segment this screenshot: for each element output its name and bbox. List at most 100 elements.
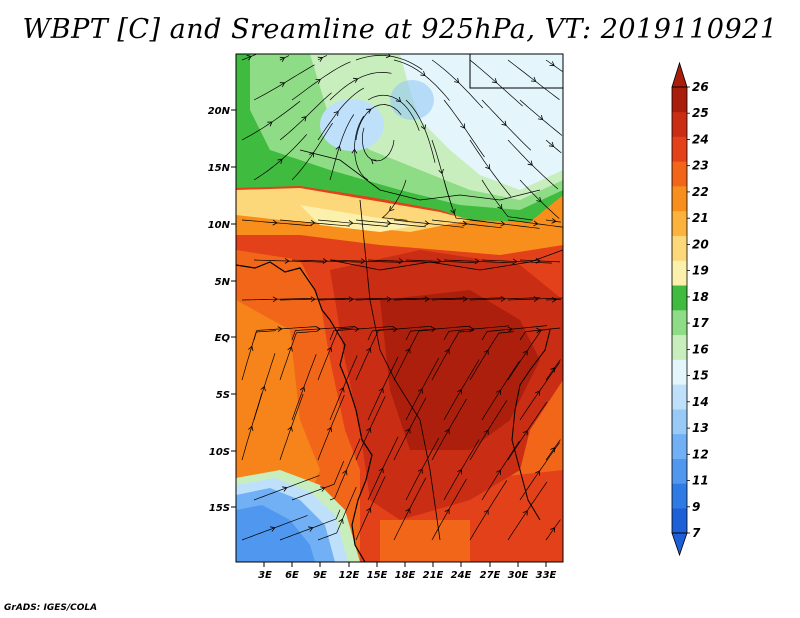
streamline-arrow bbox=[317, 56, 324, 62]
colorbar-bottom-arrow bbox=[671, 532, 688, 557]
streamline-arrow bbox=[496, 469, 501, 475]
lon-label-15e: 15E bbox=[367, 570, 388, 581]
colorbar-swatch bbox=[672, 210, 687, 236]
colorbar-label: 14 bbox=[692, 395, 709, 409]
colorbar-swatch bbox=[672, 334, 687, 360]
colorbar-label: 21 bbox=[692, 211, 709, 225]
streamline-arrow bbox=[342, 469, 348, 476]
colorbar-label: 11 bbox=[692, 474, 709, 488]
colorbar-label: 20 bbox=[692, 237, 709, 251]
streamline-arrow bbox=[424, 296, 430, 302]
streamline-arrow bbox=[267, 121, 273, 127]
colorbar-label: 18 bbox=[692, 290, 709, 304]
streamline-arrow bbox=[512, 258, 518, 265]
colorbar-swatch bbox=[672, 136, 687, 162]
streamline-arrow bbox=[522, 430, 528, 436]
streamline-arrow bbox=[535, 257, 541, 264]
streamline-arrow bbox=[450, 208, 456, 215]
colorbar-swatch bbox=[672, 87, 687, 113]
streamline-arrow bbox=[348, 296, 354, 303]
streamline-arrow bbox=[550, 367, 556, 373]
streamline-arrow bbox=[333, 110, 339, 117]
streamline-arrow bbox=[420, 70, 426, 77]
streamline-arrow bbox=[548, 141, 555, 147]
streamline-arrow bbox=[351, 148, 358, 154]
streamline-arrow bbox=[462, 220, 468, 227]
streamline-arrow bbox=[299, 386, 306, 392]
colorbar-swatch bbox=[672, 483, 687, 509]
streamline-arrow bbox=[386, 220, 392, 226]
streamline-arrow bbox=[549, 61, 555, 67]
colorbar-swatch bbox=[672, 409, 687, 435]
field-blue-patch-lake bbox=[390, 80, 434, 120]
border-central bbox=[359, 199, 441, 541]
colorbar-top-arrow bbox=[671, 61, 688, 88]
streamline-arrow bbox=[326, 426, 333, 433]
streamline-arrow bbox=[491, 78, 498, 84]
streamline-layer bbox=[241, 54, 563, 541]
streamline-arrow bbox=[277, 326, 283, 332]
field-orange-light-west bbox=[236, 300, 320, 520]
streamline-arrow bbox=[483, 349, 489, 355]
streamline-arrow bbox=[485, 164, 491, 170]
streamline-arrow bbox=[436, 258, 442, 265]
plot-frame bbox=[235, 53, 564, 563]
streamline-arrow bbox=[550, 527, 556, 533]
streamline-arrow bbox=[500, 220, 506, 227]
colorbar: 7 9 11 12 13 14 15 16 17 18 19 20 21 22 23 24 25 26 bbox=[671, 61, 709, 557]
streamline-arrow bbox=[322, 258, 328, 264]
colorbar-label: 22 bbox=[692, 185, 709, 199]
streamline-arrow bbox=[282, 486, 288, 492]
streamline-arrow bbox=[483, 429, 489, 435]
streamline-arrow bbox=[272, 219, 278, 226]
colorbar-label: 13 bbox=[692, 421, 709, 435]
lat-label-eq: EQ bbox=[215, 333, 231, 344]
streamline-arrow bbox=[309, 151, 315, 158]
streamline-arrow bbox=[496, 389, 501, 395]
streamline-arrow bbox=[551, 218, 557, 224]
streamline-arrow bbox=[500, 296, 506, 302]
lat-label-5n: 5N bbox=[215, 277, 231, 288]
streamline-arrow bbox=[550, 447, 556, 453]
streamline-arrow bbox=[308, 526, 314, 532]
streamline-arrow bbox=[527, 160, 533, 166]
streamline-arrow bbox=[248, 345, 254, 352]
streamline-arrow bbox=[395, 96, 402, 103]
streamline-arrow bbox=[483, 509, 489, 515]
colorbar-label: 12 bbox=[692, 447, 709, 461]
colorbar-swatch bbox=[672, 285, 687, 311]
streamline-arrow bbox=[338, 518, 344, 524]
streamline bbox=[545, 219, 561, 223]
colorbar-label: 25 bbox=[692, 106, 709, 120]
streamline-arrow bbox=[405, 348, 411, 354]
streamline-arrow bbox=[497, 204, 503, 210]
streamline-arrow bbox=[354, 326, 360, 333]
colorbar-label: 15 bbox=[692, 369, 709, 383]
streamline-arrow bbox=[320, 486, 326, 492]
streamline-arrow bbox=[326, 346, 333, 353]
streamline-arrow bbox=[310, 296, 316, 303]
streamline-arrow bbox=[405, 428, 411, 434]
streamline-arrow bbox=[279, 56, 286, 63]
streamline bbox=[241, 54, 257, 61]
colorbar-swatch bbox=[672, 310, 687, 336]
streamline-arrow bbox=[535, 390, 541, 396]
streamline-arrow bbox=[310, 219, 316, 226]
lon-label-30e: 30E bbox=[508, 570, 529, 581]
colorbar-swatch bbox=[672, 161, 687, 187]
streamline-arrow bbox=[438, 168, 444, 175]
lon-label-18e: 18E bbox=[395, 570, 416, 581]
streamline-arrow bbox=[392, 326, 398, 333]
streamline-arrow bbox=[431, 326, 437, 333]
colorbar-swatch bbox=[672, 260, 687, 286]
border-northeast bbox=[469, 54, 563, 89]
streamline bbox=[519, 327, 561, 341]
streamline-arrow bbox=[279, 82, 286, 88]
lat-label-15s: 15S bbox=[209, 503, 230, 514]
field-red-southeast bbox=[470, 470, 563, 562]
streamline-arrow bbox=[551, 296, 557, 303]
streamline-arrow bbox=[272, 296, 278, 303]
streamline-arrow bbox=[444, 348, 450, 355]
streamline-arrow bbox=[360, 258, 366, 264]
lon-ticks bbox=[263, 562, 547, 567]
